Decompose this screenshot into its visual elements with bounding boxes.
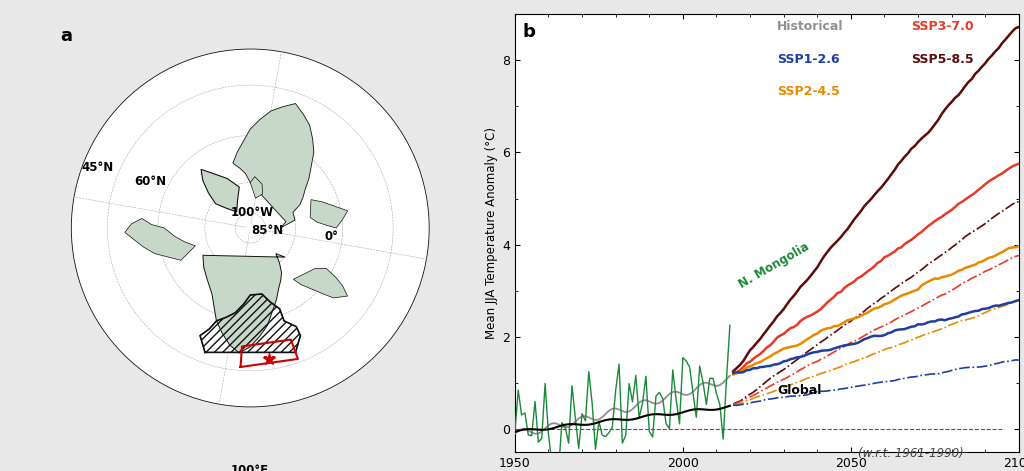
Text: SSP5-8.5: SSP5-8.5 — [911, 53, 974, 65]
Text: b: b — [522, 23, 536, 41]
Text: 100°E: 100°E — [231, 464, 269, 471]
Polygon shape — [310, 200, 347, 228]
Text: N. Mongolia: N. Mongolia — [736, 240, 812, 291]
Y-axis label: Mean JJA Temperature Anomaly (°C): Mean JJA Temperature Anomaly (°C) — [484, 127, 498, 339]
Text: (w.r.t. 1961-1990): (w.r.t. 1961-1990) — [857, 447, 964, 460]
Text: 60°N: 60°N — [134, 175, 167, 188]
Polygon shape — [125, 219, 196, 260]
Polygon shape — [250, 177, 262, 198]
Circle shape — [71, 49, 430, 407]
Text: SSP3-7.0: SSP3-7.0 — [911, 20, 974, 33]
Text: Historical: Historical — [777, 20, 844, 33]
Polygon shape — [203, 253, 285, 353]
Polygon shape — [232, 104, 313, 228]
Text: 45°N: 45°N — [82, 161, 114, 174]
Text: SSP2-4.5: SSP2-4.5 — [777, 85, 840, 98]
Text: 100°W: 100°W — [230, 206, 273, 219]
Text: 85°N: 85°N — [252, 224, 284, 236]
Text: 0°: 0° — [325, 229, 339, 243]
Text: Global: Global — [777, 384, 821, 397]
Text: a: a — [59, 27, 72, 45]
Text: SSP1-2.6: SSP1-2.6 — [777, 53, 840, 65]
Polygon shape — [293, 268, 347, 298]
Polygon shape — [201, 170, 240, 212]
